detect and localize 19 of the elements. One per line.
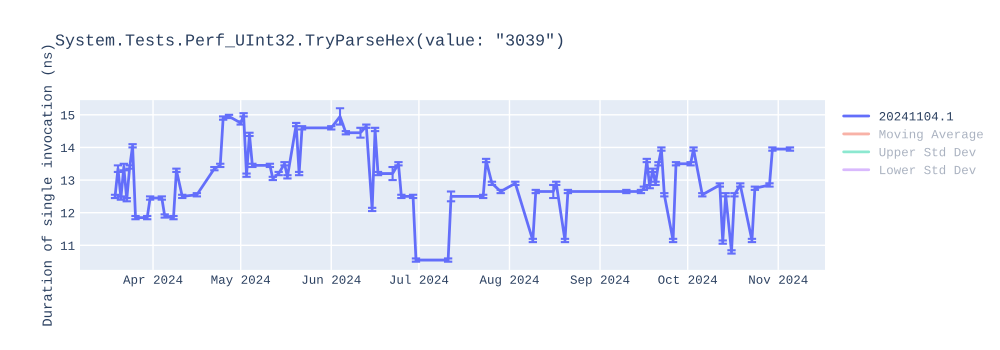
x-tick-label: Jun 2024 — [302, 275, 361, 284]
x-tick-label: Apr 2024 — [123, 275, 182, 286]
x-tick-label: Nov 2024 — [749, 275, 808, 284]
legend-label: Moving Average — [879, 129, 983, 141]
x-tick-label: Sep 2024 — [570, 275, 630, 286]
y-tick-label: 11 — [61, 242, 75, 250]
x-tick-label: Aug 2024 — [479, 275, 539, 286]
y-tick-label: 12 — [61, 208, 74, 218]
legend-label: 20241104.1 — [880, 112, 954, 121]
legend-label: Lower Std Dev — [880, 165, 976, 174]
x-tick-label: May 2024 — [211, 275, 270, 286]
y-tick-label: 13 — [61, 176, 74, 185]
legend-label: Upper Std Dev — [880, 147, 976, 159]
y-tick-label: 15 — [61, 111, 74, 120]
y-tick-label: 14 — [61, 144, 75, 152]
y-axis-title: Duration of single invocation (ns) — [42, 46, 55, 326]
x-tick-label: Jul 2024 — [390, 274, 448, 284]
x-tick-label: Oct 2024 — [658, 275, 718, 284]
chart-title: System.Tests.Perf_UInt32.TryParseHex(value: "3039") — [56, 33, 562, 49]
